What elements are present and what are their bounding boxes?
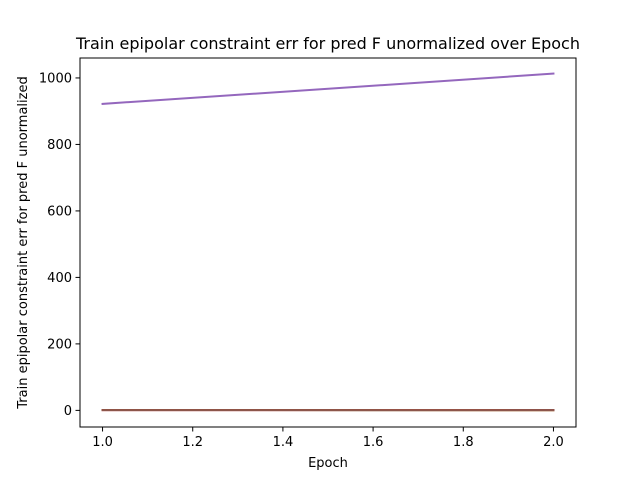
x-tick-label: 1.0: [92, 435, 113, 450]
series-line-1: [101, 72, 555, 105]
x-axis: 1.0 1.2 1.4 1.6 1.8 2.0: [92, 427, 564, 450]
y-tick-label: 0: [64, 404, 72, 419]
chart-title: Train epipolar constraint err for pred F…: [75, 34, 580, 53]
y-axis: 0 200 400 600 800 1000: [39, 71, 80, 419]
x-tick-label: 2.0: [543, 435, 564, 450]
x-tick-label: 1.8: [453, 435, 474, 450]
x-tick-label: 1.2: [182, 435, 203, 450]
y-axis-label: Train epipolar constraint err for pred F…: [16, 76, 31, 409]
y-tick-label: 1000: [39, 71, 72, 86]
x-axis-label: Epoch: [308, 456, 348, 471]
x-tick-label: 1.6: [363, 435, 384, 450]
y-tick-label: 400: [47, 271, 72, 286]
y-tick-label: 200: [47, 337, 72, 352]
y-tick-label: 800: [47, 138, 72, 153]
y-tick-label: 600: [47, 204, 72, 219]
plot-frame: [79, 57, 577, 428]
x-tick-label: 1.4: [273, 435, 294, 450]
series-layer: [101, 72, 555, 412]
